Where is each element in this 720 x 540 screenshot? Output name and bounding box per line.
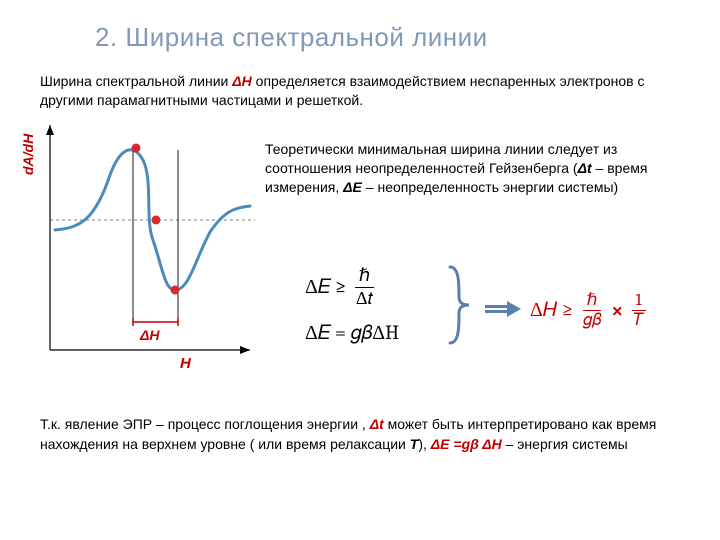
fr-den: 𝑔𝛽 (579, 311, 606, 330)
slide-title: 2. Ширина спектральной линии (95, 22, 488, 53)
fr-left: Δ𝐻 ≥ (530, 298, 573, 322)
formula-block-right: Δ𝐻 ≥ ℏ 𝑔𝛽 × 1 𝑇 (530, 290, 648, 330)
formula-1: Δ𝐸 ≥ ℏ Δ𝑡 (305, 265, 399, 309)
delta-h-label: ΔН (140, 327, 160, 343)
f1-left: Δ𝐸 ≥ (305, 275, 346, 299)
derivative-graph: dA/dH Н ΔН (25, 120, 255, 365)
y-axis-label: dA/dH (20, 134, 36, 175)
fr-frac1: ℏ 𝑔𝛽 (579, 290, 606, 330)
formula-2: Δ𝐸 = 𝑔𝛽ΔH (305, 321, 399, 345)
p2-de: ΔЕ (343, 179, 362, 195)
heisenberg-paragraph: Теоретически минимальная ширина линии сл… (265, 140, 690, 197)
fr-num2: 1 (632, 291, 646, 311)
fr-num: ℏ (583, 290, 602, 311)
f1-den: Δ𝑡 (352, 288, 377, 310)
implies-arrow (485, 300, 521, 323)
fr-times: × (611, 299, 623, 322)
fr-den2: 𝑇 (629, 311, 648, 330)
p3-pre: Т.к. явление ЭПР – процесс поглощения эн… (40, 416, 370, 432)
p2-dt: Δt (578, 160, 592, 176)
p2-pre: Теоретически минимальная ширина линии сл… (265, 141, 617, 176)
p1-dh: ΔН (232, 73, 252, 89)
p2-m2: – неопределенность энергии системы) (362, 179, 618, 195)
f1-num: ℏ (355, 265, 374, 288)
p1-pre: Ширина спектральной линии (40, 73, 232, 89)
fr-frac2: 1 𝑇 (629, 291, 648, 330)
f1-frac: ℏ Δ𝑡 (352, 265, 377, 309)
p3-post: – энергия системы (502, 436, 628, 452)
formula-block-left: Δ𝐸 ≥ ℏ Δ𝑡 Δ𝐸 = 𝑔𝛽ΔH (305, 265, 399, 345)
brace (445, 265, 475, 345)
conclusion-paragraph: Т.к. явление ЭПР – процесс поглощения эн… (40, 415, 680, 454)
x-axis-label: Н (180, 355, 191, 372)
p3-m2: ), (418, 436, 430, 452)
intro-paragraph: Ширина спектральной линии ΔН определяетс… (40, 72, 680, 110)
p3-dt: Δt (370, 416, 384, 432)
p3-eq: ΔЕ =gβ ΔH (431, 436, 502, 452)
